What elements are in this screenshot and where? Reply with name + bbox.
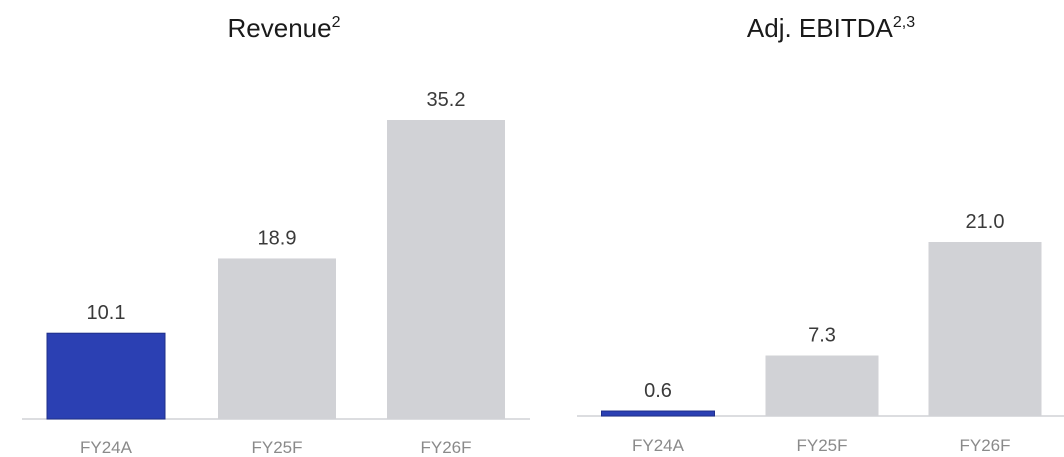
revenue-bar-fy26f [387, 120, 505, 419]
revenue-bars [46, 120, 505, 420]
revenue-tick-labels: FY24A FY25F FY26F [80, 438, 472, 457]
ebitda-bars [601, 242, 1042, 417]
ebitda-tick-label-fy24a: FY24A [632, 436, 685, 455]
ebitda-bar-fy26f [928, 242, 1042, 416]
revenue-tick-label-fy24a: FY24A [80, 438, 133, 457]
revenue-bar-fy24a [46, 332, 166, 420]
revenue-tick-label-fy25f: FY25F [251, 438, 302, 457]
revenue-tick-label-fy26f: FY26F [420, 438, 471, 457]
revenue-value-label-fy26f: 35.2 [427, 89, 466, 111]
ebitda-bar-fy24a [601, 410, 715, 417]
revenue-value-label-fy25f: 18.9 [258, 227, 297, 249]
ebitda-value-labels: 0.6 7.3 21.0 [644, 211, 1004, 402]
ebitda-chart-title: Adj. EBITDA2,3 [747, 13, 915, 43]
revenue-value-labels: 10.1 18.9 35.2 [87, 89, 466, 324]
ebitda-value-label-fy25f: 7.3 [808, 325, 836, 347]
revenue-chart-title: Revenue2 [228, 13, 341, 43]
ebitda-bar-fy25f [765, 355, 879, 416]
ebitda-value-label-fy24a: 0.6 [644, 380, 672, 402]
ebitda-tick-label-fy25f: FY25F [796, 436, 847, 455]
revenue-value-label-fy24a: 10.1 [87, 302, 126, 324]
revenue-bar-fy25f [218, 258, 336, 419]
revenue-chart: Revenue2 10.1 18.9 35.2 FY24A FY25F FY26F [22, 13, 530, 457]
ebitda-chart: Adj. EBITDA2,3 0.6 7.3 21.0 FY24A FY25F FY26… [577, 13, 1064, 455]
ebitda-tick-labels: FY24A FY25F FY26F [632, 436, 1011, 455]
ebitda-tick-label-fy26f: FY26F [959, 436, 1010, 455]
ebitda-value-label-fy26f: 21.0 [966, 211, 1005, 233]
